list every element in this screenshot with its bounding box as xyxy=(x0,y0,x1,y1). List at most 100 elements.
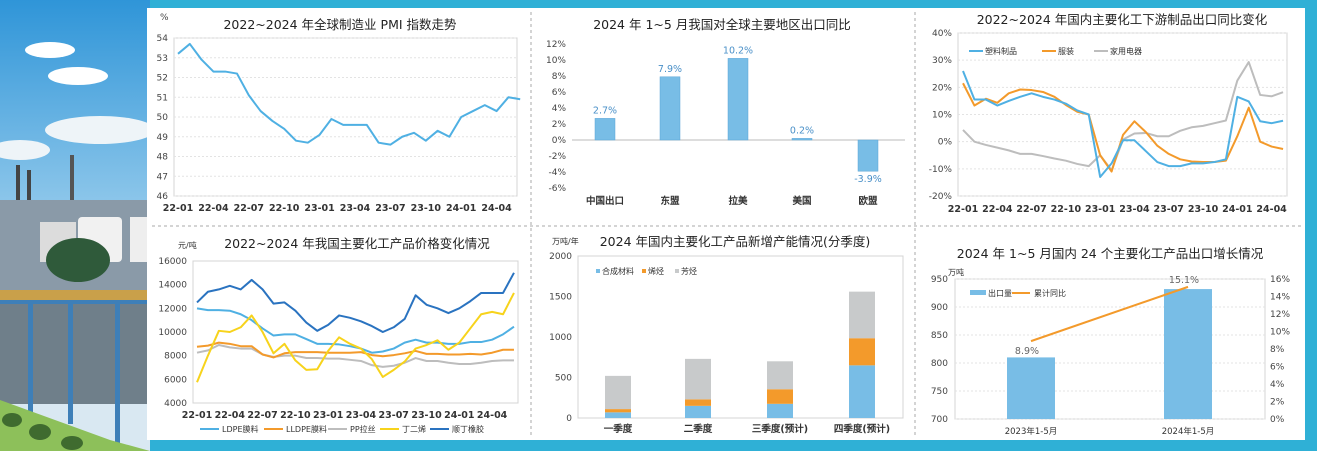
x-tick-label: 23-04 xyxy=(1119,204,1150,215)
stacked-bar-芳烃 xyxy=(605,375,631,410)
y-tick-label: -2% xyxy=(548,152,566,162)
series-line-顺丁橡胶 xyxy=(196,272,515,333)
price-title: 2022~2024 年我国主要化工产品价格变化情况 xyxy=(224,236,490,251)
dividers xyxy=(152,12,1302,436)
x-category-label: 2023年1-5月 xyxy=(1005,426,1058,437)
plot-frame xyxy=(577,255,904,419)
x-tick-label: 22-10 xyxy=(280,410,311,421)
bar-美国 xyxy=(791,138,813,141)
series-line-丁二烯 xyxy=(196,292,515,383)
y-tick-label: 10000 xyxy=(158,328,187,338)
y-tick-label: 8000 xyxy=(164,352,187,362)
capacity-unit: 万吨/年 xyxy=(552,236,579,246)
stacked-bar-合成材料 xyxy=(685,405,711,418)
x-tick-label: 23-01 xyxy=(1085,204,1115,215)
y-tick-label: 4000 xyxy=(164,399,187,409)
y-tick-label: 750 xyxy=(931,387,948,397)
stacked-bar-烯烃 xyxy=(605,409,631,413)
y-tick-label: 8% xyxy=(552,72,567,82)
y-tick-label: 4% xyxy=(1270,380,1285,390)
chart-panel xyxy=(147,8,1305,440)
series-line-pmi xyxy=(177,42,521,146)
x-category-label: 拉美 xyxy=(728,195,748,207)
y-tick-label: 16% xyxy=(1270,275,1290,285)
x-tick-label: 22-07 xyxy=(1016,204,1046,215)
x-tick-label: 23-01 xyxy=(304,203,334,214)
y-tick-label: 0% xyxy=(552,136,567,146)
legend-swatch xyxy=(642,269,646,273)
y-tick-label: 48 xyxy=(157,153,169,163)
data-label: 15.1% xyxy=(1169,275,1199,286)
legend-label: 烯烃 xyxy=(648,266,664,276)
legend-label: 合成材料 xyxy=(602,266,634,276)
x-tick-label: 24-01 xyxy=(444,410,474,421)
plot-frame xyxy=(173,37,518,197)
data-label: 7.9% xyxy=(658,64,682,75)
y-tick-label: 10% xyxy=(1270,328,1290,338)
x-category-label: 东盟 xyxy=(660,195,680,207)
stacked-bar-合成材料 xyxy=(849,365,875,418)
y-tick-label: 6000 xyxy=(164,375,187,385)
x-tick-label: 23-07 xyxy=(379,410,409,421)
legend-label: 塑料制品 xyxy=(985,46,1017,56)
series-line-家用电器 xyxy=(962,61,1284,172)
x-tick-label: 22-10 xyxy=(269,203,300,214)
stacked-bar-烯烃 xyxy=(685,399,711,406)
y-tick-label: 6% xyxy=(552,88,567,98)
legend-label: 丁二烯 xyxy=(402,424,426,434)
stacked-bar-合成材料 xyxy=(767,403,793,418)
y-tick-label: -6% xyxy=(548,184,566,194)
y-tick-label: 12% xyxy=(1270,310,1290,320)
y-tick-label: 16000 xyxy=(158,257,187,267)
y-tick-label: 0 xyxy=(566,414,572,424)
x-tick-label: 23-10 xyxy=(411,203,442,214)
stacked-bar-芳烃 xyxy=(685,358,711,400)
legend-swatch xyxy=(675,269,679,273)
x-tick-label: 22-04 xyxy=(215,410,246,421)
x-category-label: 二季度 xyxy=(684,423,713,435)
x-tick-label: 22-04 xyxy=(982,204,1013,215)
y-tick-label: 14000 xyxy=(158,281,187,291)
y-tick-label: 30% xyxy=(932,56,952,66)
y-tick-label: 0% xyxy=(938,138,953,148)
y-tick-label: 800 xyxy=(931,359,948,369)
x-tick-label: 24-04 xyxy=(1256,204,1287,215)
x-tick-label: 23-01 xyxy=(313,410,343,421)
y-tick-label: 500 xyxy=(555,374,572,384)
y-tick-label: 53 xyxy=(157,54,168,64)
y-tick-label: 4% xyxy=(552,104,567,114)
y-tick-label: 12000 xyxy=(158,304,187,314)
y-tick-label: 52 xyxy=(157,74,168,84)
legend-label: LLDPE膜料 xyxy=(286,424,327,434)
pmi-title: 2022~2024 年全球制造业 PMI 指数走势 xyxy=(223,17,457,32)
stacked-bar-烯烃 xyxy=(849,338,875,366)
legend-label: 芳烃 xyxy=(681,266,697,276)
x-category-label: 美国 xyxy=(791,195,811,207)
x-category-label: 四季度(预计) xyxy=(834,423,890,435)
bar-2023年1-5月 xyxy=(1007,357,1055,419)
stacked-bar-合成材料 xyxy=(605,412,631,418)
legend-label: 服装 xyxy=(1058,46,1074,56)
x-tick-label: 23-07 xyxy=(1154,204,1184,215)
legend-label: PP拉丝 xyxy=(350,424,376,434)
x-tick-label: 22-10 xyxy=(1051,204,1082,215)
bar-欧盟 xyxy=(857,139,879,172)
export-region-title: 2024 年 1~5 月我国对全球主要地区出口同比 xyxy=(593,17,851,32)
legend-label: 出口量 xyxy=(988,288,1012,298)
y-tick-label: 12% xyxy=(546,40,566,50)
x-tick-label: 23-04 xyxy=(346,410,377,421)
y-tick-label: 8% xyxy=(1270,345,1285,355)
y-tick-label: 54 xyxy=(157,34,169,44)
x-tick-label: 23-07 xyxy=(375,203,405,214)
y-tick-label: 2000 xyxy=(549,252,572,262)
y-tick-label: 700 xyxy=(931,415,948,425)
bar-东盟 xyxy=(659,76,681,141)
x-tick-label: 24-04 xyxy=(477,410,508,421)
x-tick-label: 24-01 xyxy=(1222,204,1252,215)
y-tick-label: -20% xyxy=(929,192,953,202)
industrial-plant-photo xyxy=(0,0,150,451)
y-tick-label: 10% xyxy=(932,111,952,121)
y-tick-label: 2% xyxy=(552,120,567,130)
series-line-PP拉丝 xyxy=(196,344,514,368)
y-tick-label: 14% xyxy=(1270,293,1290,303)
